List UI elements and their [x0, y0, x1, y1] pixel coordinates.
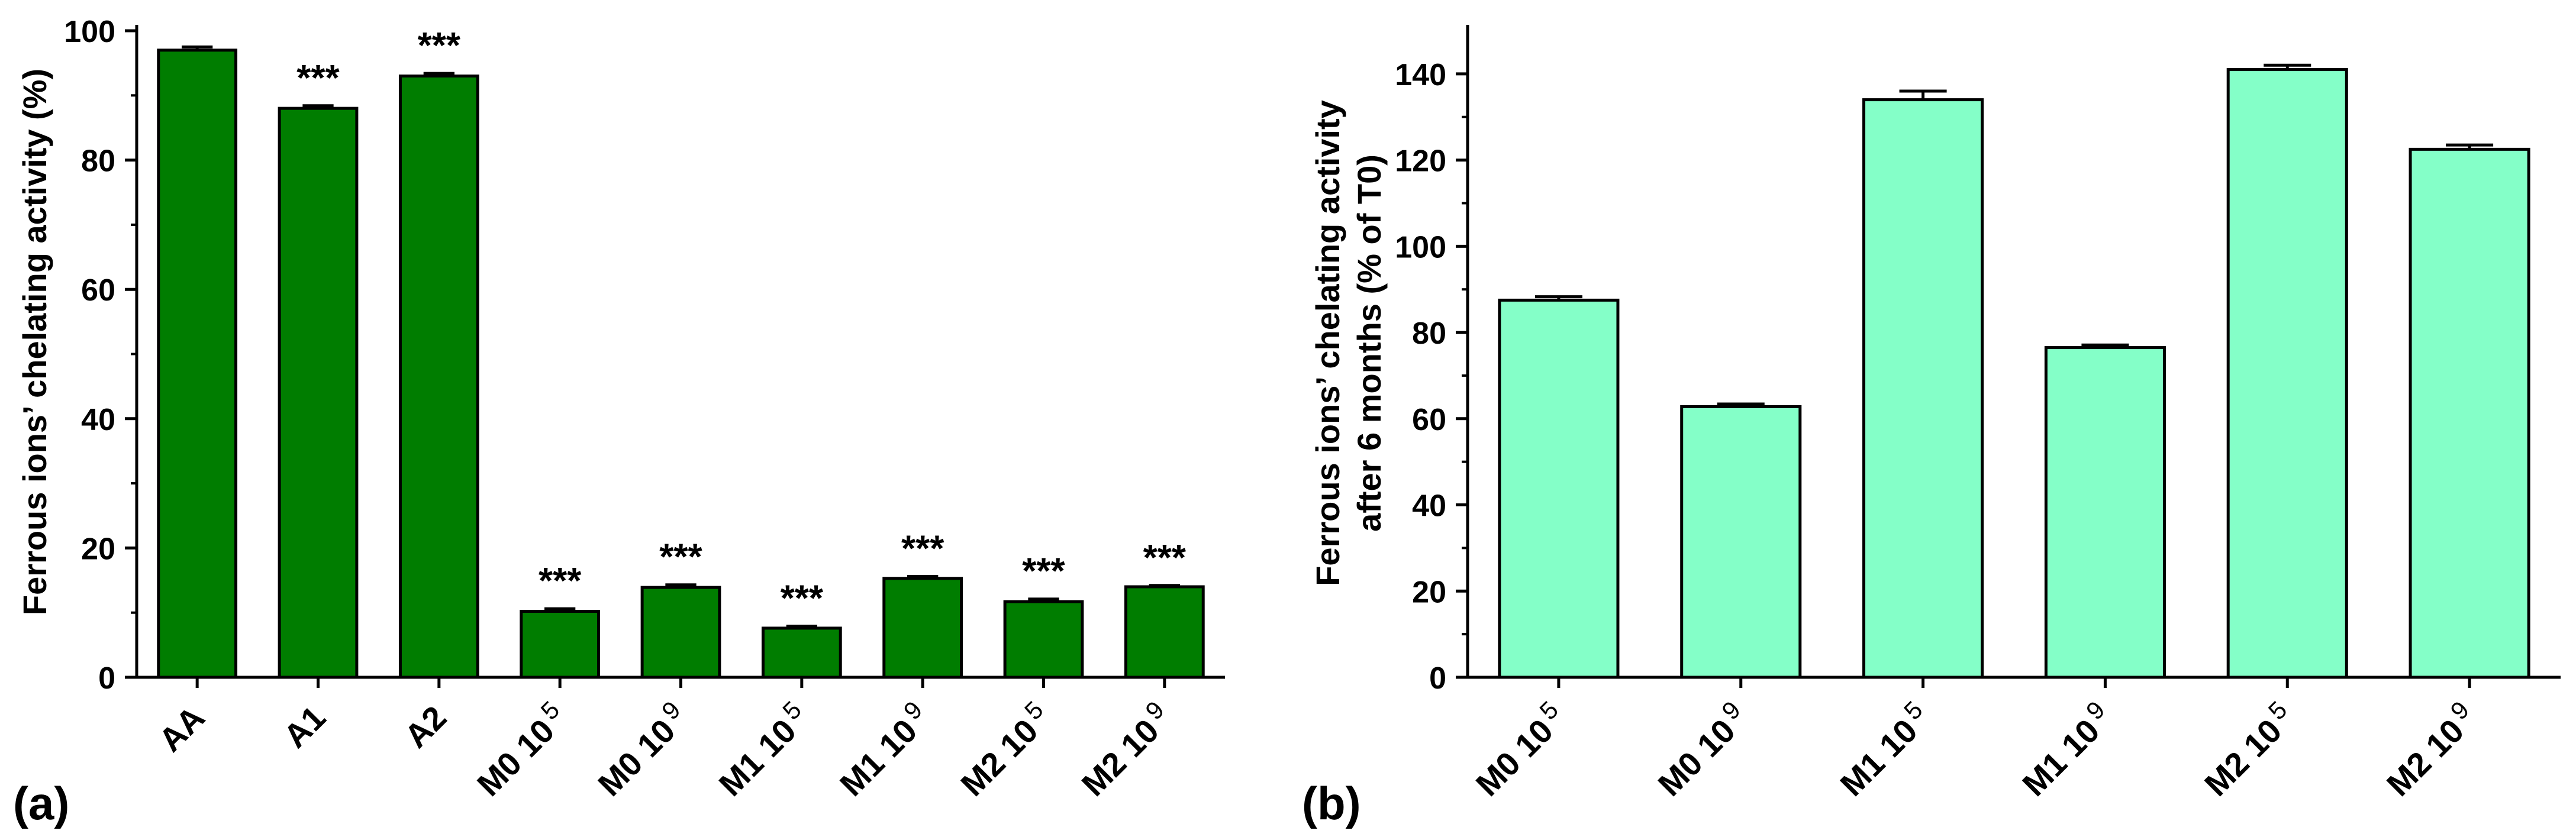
a-significance-4: ***	[659, 537, 702, 578]
a-significance-1: ***	[296, 58, 340, 99]
a-error-bar-0	[182, 45, 213, 50]
panel-b-label: (b)	[1302, 777, 1361, 829]
b-error-bar-2	[1899, 89, 1947, 100]
a-bar-0	[157, 49, 238, 679]
a-ytick-label-3: 60	[81, 273, 115, 308]
b-error-bar-4	[2264, 63, 2311, 70]
b-error-bar-3	[2081, 343, 2129, 348]
a-ytick-label-2: 40	[81, 403, 115, 437]
b-ytick-label-2: 40	[1412, 489, 1446, 523]
a-significance-7: ***	[1022, 551, 1065, 592]
a-significance-8: ***	[1143, 538, 1187, 579]
a-bar-3	[520, 610, 601, 679]
a-error-bar-5	[786, 625, 817, 628]
b-ytick-label-5: 100	[1395, 230, 1446, 264]
a-bar-4	[640, 586, 721, 679]
b-bar-2	[1862, 98, 1984, 679]
panel-b-y-axis-label-line1: Ferrous ions’ chelating activity	[1309, 100, 1346, 586]
b-ytick-label-1: 20	[1412, 575, 1446, 609]
b-error-bar-1	[1717, 402, 1765, 407]
b-ytick-label-4: 80	[1412, 316, 1446, 351]
a-significance-5: ***	[781, 579, 824, 619]
b-ytick-label-6: 120	[1395, 144, 1446, 179]
a-error-bar-4	[665, 583, 697, 588]
a-bar-6	[882, 577, 963, 679]
a-error-bar-3	[544, 607, 576, 612]
a-error-bar-1	[302, 104, 334, 109]
panel-a-y-axis-label: Ferrous ions’ chelating activity (%)	[16, 69, 53, 615]
b-bar-0	[1498, 298, 1620, 679]
panel-b-y-axis-label-line2: after 6 months (% of T0)	[1350, 154, 1388, 532]
a-bar-1	[278, 106, 359, 679]
b-ytick-label-7: 140	[1395, 58, 1446, 92]
a-error-bar-6	[907, 574, 939, 579]
a-bar-2	[398, 75, 479, 679]
b-ytick-label-0: 0	[1429, 661, 1446, 696]
a-ytick-label-0: 0	[98, 661, 115, 696]
b-bar-1	[1680, 405, 1802, 679]
a-bar-7	[1003, 600, 1084, 679]
a-ytick-label-1: 20	[81, 532, 115, 566]
a-error-bar-8	[1149, 584, 1180, 587]
a-error-bar-7	[1028, 597, 1059, 602]
a-significance-3: ***	[539, 561, 582, 602]
a-ytick-label-5: 100	[64, 15, 115, 49]
a-bar-8	[1124, 585, 1205, 679]
a-significance-2: ***	[418, 25, 461, 66]
a-significance-6: ***	[901, 528, 944, 569]
panel-a-label: (a)	[13, 777, 69, 829]
a-ytick-label-4: 80	[81, 144, 115, 179]
a-bar-5	[761, 626, 842, 679]
b-bar-3	[2044, 346, 2166, 679]
b-error-bar-5	[2446, 143, 2494, 150]
b-bar-4	[2226, 68, 2348, 679]
panel-b-chart: (b) Ferrous ions’ chelating activity aft…	[1302, 25, 2561, 829]
b-error-bar-0	[1534, 295, 1582, 300]
b-bar-5	[2409, 147, 2530, 679]
a-error-bar-2	[423, 72, 454, 76]
b-ytick-label-3: 60	[1412, 403, 1446, 437]
